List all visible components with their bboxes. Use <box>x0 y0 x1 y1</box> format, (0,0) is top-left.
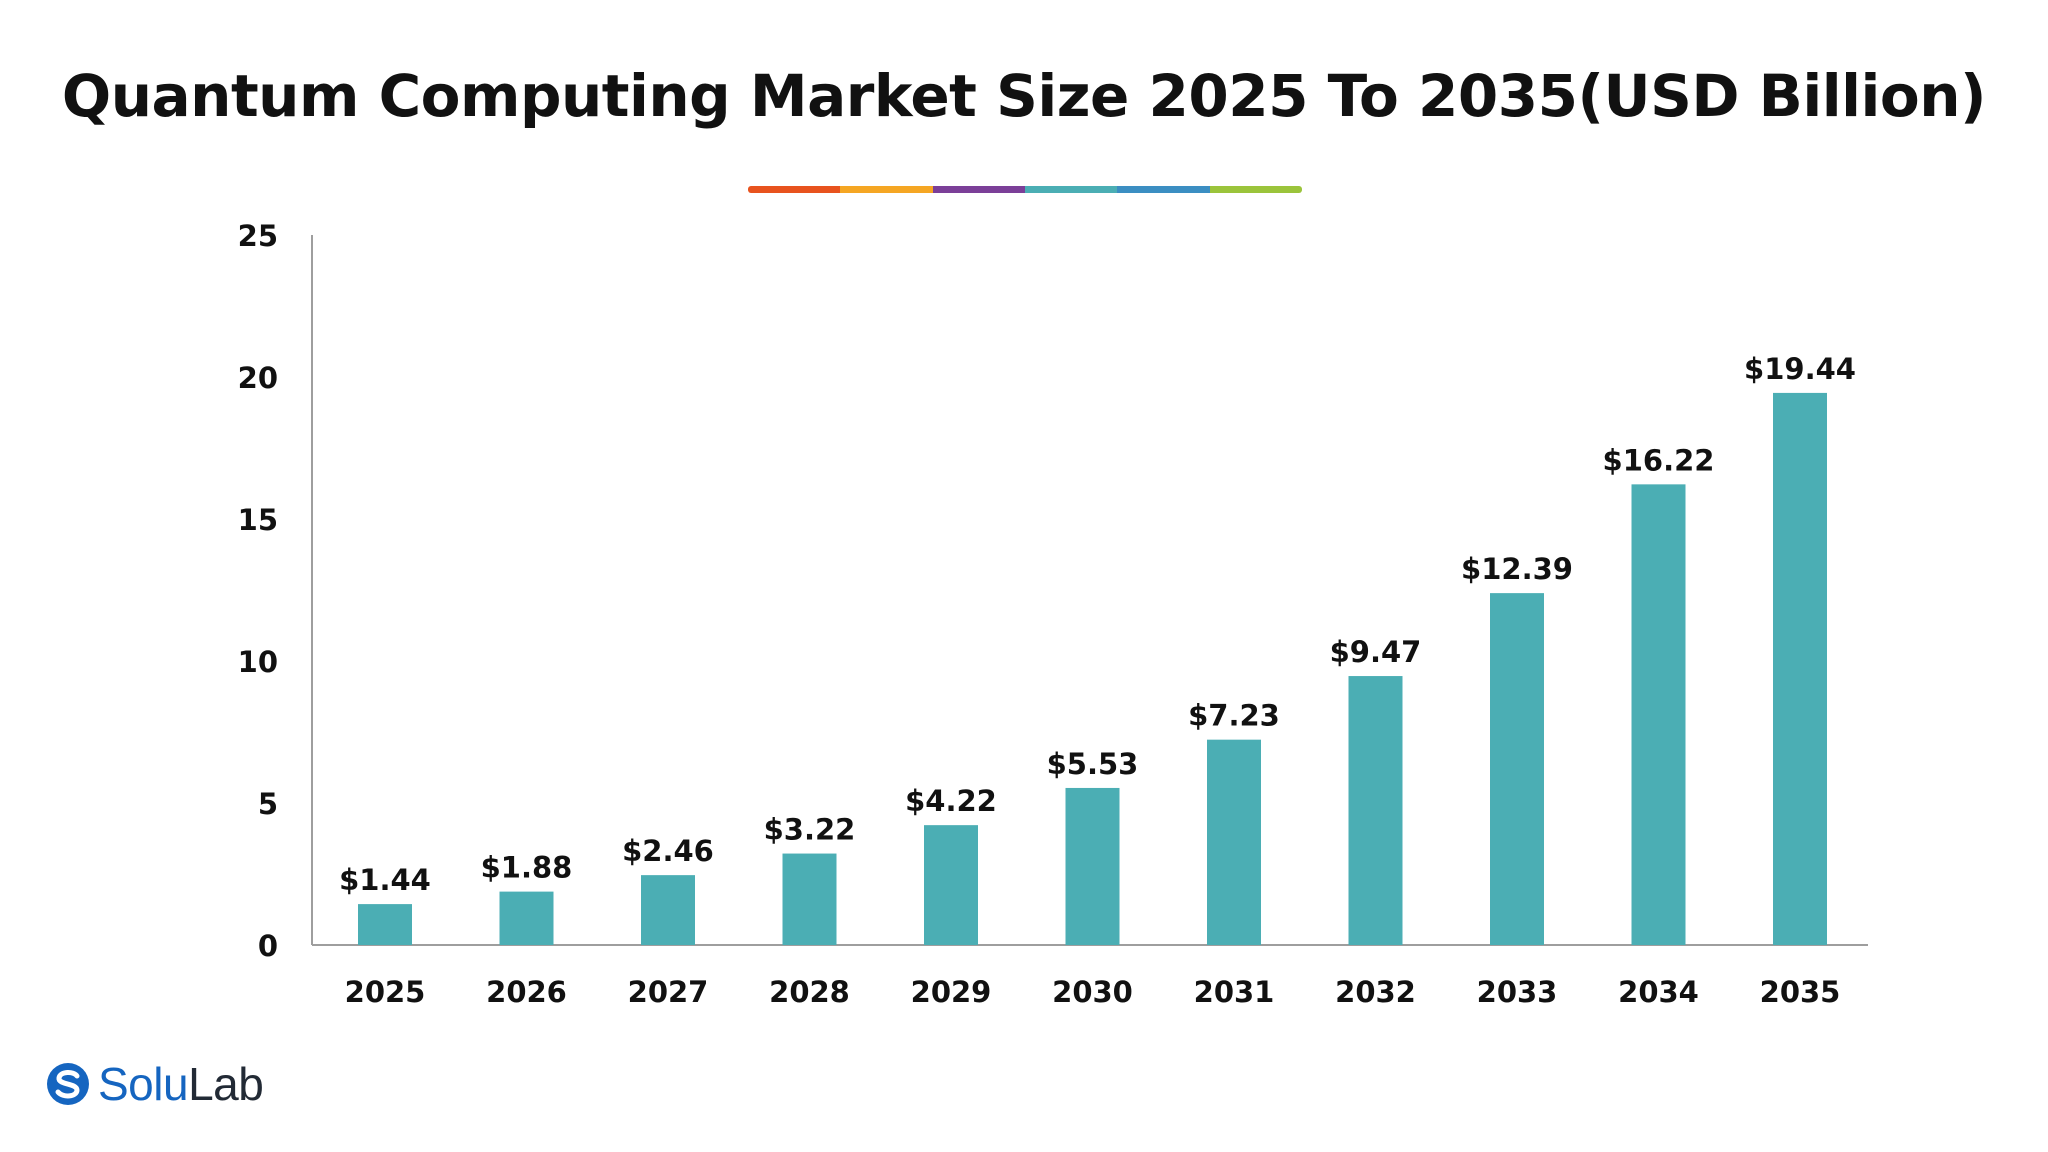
x-tick-label: 2035 <box>1760 975 1841 1009</box>
x-tick-label: 2031 <box>1194 975 1275 1009</box>
logo-text-solu: Solu <box>98 1058 189 1110</box>
x-tick-label: 2025 <box>345 975 426 1009</box>
y-tick-label: 20 <box>238 361 278 395</box>
bar-2030 <box>1065 787 1120 945</box>
y-tick-label: 10 <box>238 645 278 679</box>
y-tick-label: 25 <box>238 219 278 253</box>
x-tick-label: 2032 <box>1335 975 1416 1009</box>
accent-segment <box>1117 186 1210 193</box>
x-tick-label: 2027 <box>628 975 709 1009</box>
y-tick-label: 15 <box>238 503 278 537</box>
x-tick-label: 2026 <box>486 975 567 1009</box>
data-label: $19.44 <box>1744 352 1856 386</box>
x-tick-label: 2028 <box>769 975 850 1009</box>
bar-2031 <box>1207 739 1261 945</box>
bar-2034 <box>1631 484 1686 945</box>
accent-segment <box>1024 186 1118 193</box>
data-label: $16.22 <box>1603 443 1715 477</box>
bar-2035 <box>1773 392 1827 945</box>
x-tick-label: 2029 <box>911 975 992 1009</box>
bar-2029 <box>924 825 978 945</box>
data-label: $1.88 <box>481 851 573 885</box>
y-tick-label: 0 <box>258 929 278 963</box>
data-label: $12.39 <box>1461 552 1573 586</box>
bar-2032 <box>1348 676 1403 945</box>
data-label: $9.47 <box>1330 635 1422 669</box>
bar-2028 <box>782 853 837 945</box>
data-label: $2.46 <box>622 834 714 868</box>
bar-2026 <box>499 891 554 945</box>
x-tick-label: 2030 <box>1052 975 1133 1009</box>
logo-wordmark: SoluLab <box>98 1057 264 1111</box>
data-label: $5.53 <box>1047 747 1139 781</box>
chart-title: Quantum Computing Market Size 2025 To 20… <box>61 62 1987 130</box>
title-accent-bar <box>748 186 1302 193</box>
solulab-logo-icon <box>47 1063 89 1105</box>
bar-2025 <box>358 904 412 945</box>
bar-2027 <box>641 875 695 945</box>
accent-segment <box>932 186 1025 193</box>
data-label: $3.22 <box>764 813 856 847</box>
bar-2033 <box>1490 593 1544 945</box>
accent-segment <box>1209 186 1302 193</box>
solulab-logo: SoluLab <box>46 1057 264 1111</box>
accent-segment <box>748 186 841 193</box>
accent-segment <box>840 186 933 193</box>
data-label: $4.22 <box>905 784 997 818</box>
logo-text-lab: Lab <box>188 1058 264 1110</box>
x-tick-label: 2033 <box>1477 975 1558 1009</box>
data-label: $1.44 <box>339 863 431 897</box>
x-tick-label: 2034 <box>1618 975 1699 1009</box>
y-tick-label: 5 <box>258 787 278 821</box>
data-label: $7.23 <box>1188 699 1280 733</box>
